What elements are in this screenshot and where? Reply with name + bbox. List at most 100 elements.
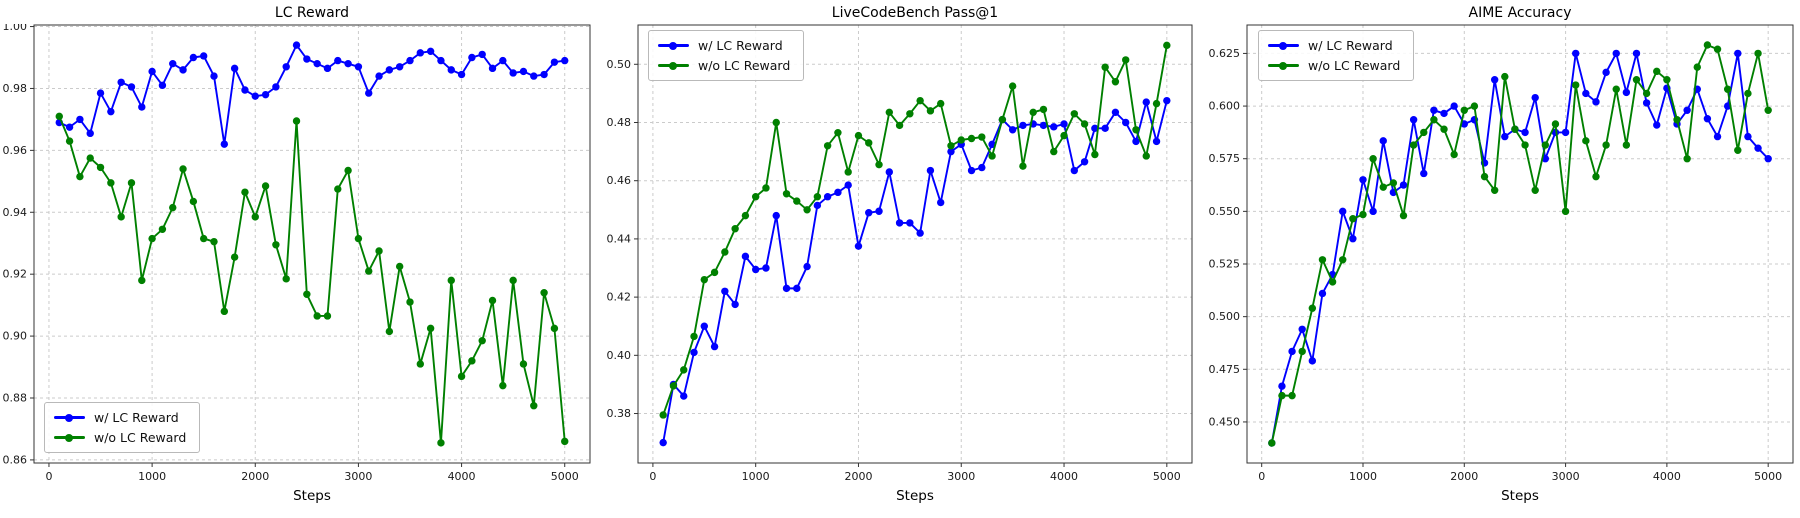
plot-border — [33, 24, 591, 464]
data-point-without-lc-reward — [1734, 146, 1742, 154]
data-point-without-lc-reward — [1308, 304, 1317, 312]
data-point-with-lc-reward — [1521, 128, 1529, 137]
data-point-without-lc-reward — [1008, 82, 1017, 90]
data-point-without-lc-reward — [1101, 63, 1109, 71]
data-point-without-lc-reward — [354, 234, 363, 243]
line-marker-swatch — [54, 413, 85, 422]
line-marker-swatch — [1268, 61, 1299, 70]
data-point-with-lc-reward — [741, 252, 750, 261]
data-point-with-lc-reward — [519, 67, 528, 76]
data-point-without-lc-reward — [561, 437, 569, 446]
data-point-without-lc-reward — [261, 182, 270, 190]
data-point-without-lc-reward — [1653, 67, 1661, 76]
y-tick-label: 0.450 — [1209, 415, 1241, 428]
data-point-without-lc-reward — [179, 165, 187, 173]
data-point-with-lc-reward — [1019, 121, 1027, 130]
data-point-without-lc-reward — [1298, 347, 1306, 356]
data-point-without-lc-reward — [210, 237, 218, 246]
data-point-without-lc-reward — [1420, 128, 1428, 137]
data-point-with-lc-reward — [478, 50, 486, 59]
data-point-without-lc-reward — [1531, 186, 1539, 195]
data-point-without-lc-reward — [926, 107, 935, 115]
data-point-with-lc-reward — [210, 72, 218, 80]
legend: w/ LC Reward w/o LC Reward — [1258, 30, 1415, 81]
data-point-without-lc-reward — [395, 262, 404, 271]
data-point-without-lc-reward — [1163, 41, 1171, 50]
data-point-with-lc-reward — [96, 89, 105, 97]
data-point-without-lc-reward — [1359, 210, 1367, 219]
data-point-with-lc-reward — [782, 284, 791, 293]
data-point-with-lc-reward — [344, 59, 352, 68]
data-point-with-lc-reward — [659, 438, 667, 447]
data-point-without-lc-reward — [313, 312, 321, 320]
x-tick-label: 5000 — [551, 470, 579, 483]
x-tick-label: 1000 — [1349, 470, 1377, 483]
x-tick-label: 5000 — [1754, 470, 1782, 483]
data-point-with-lc-reward — [437, 56, 445, 65]
y-tick-label: 0.92 — [3, 268, 28, 281]
legend-label: w/o LC Reward — [1308, 58, 1401, 73]
data-point-without-lc-reward — [957, 136, 965, 144]
lc-reward-plot-canvas: 0 1000 2000 3000 4000 5000 0.86 0.88 0.90 0.92 0.9… — [3, 24, 591, 483]
data-point-without-lc-reward — [1339, 256, 1347, 264]
data-point-with-lc-reward — [1703, 115, 1712, 123]
data-point-without-lc-reward — [1268, 439, 1276, 447]
data-point-with-lc-reward — [1632, 49, 1641, 58]
data-point-without-lc-reward — [803, 206, 811, 214]
data-point-with-lc-reward — [1111, 108, 1120, 117]
x-tick-label: 0 — [649, 470, 656, 483]
data-point-without-lc-reward — [1744, 89, 1752, 98]
data-point-without-lc-reward — [282, 275, 290, 283]
data-point-without-lc-reward — [1278, 391, 1286, 400]
data-point-with-lc-reward — [854, 242, 863, 250]
data-point-with-lc-reward — [875, 207, 883, 215]
data-point-without-lc-reward — [148, 234, 156, 243]
y-tick-label: 0.48 — [607, 116, 632, 129]
y-tick-label: 0.600 — [1209, 100, 1241, 113]
line-marker-swatch — [658, 61, 689, 70]
x-tick-label: 4000 — [448, 470, 476, 483]
data-point-with-lc-reward — [1582, 89, 1590, 98]
data-point-without-lc-reward — [1663, 76, 1671, 84]
x-tick-label: 2000 — [241, 470, 269, 483]
data-point-without-lc-reward — [437, 439, 445, 447]
data-point-without-lc-reward — [375, 247, 383, 255]
data-point-with-lc-reward — [1409, 116, 1418, 124]
data-point-without-lc-reward — [1703, 41, 1712, 49]
series-line-without-lc-reward — [1270, 44, 1770, 444]
data-point-with-lc-reward — [385, 66, 394, 74]
data-point-with-lc-reward — [834, 188, 842, 197]
data-point-without-lc-reward — [782, 190, 791, 198]
data-point-without-lc-reward — [1132, 126, 1140, 134]
data-point-without-lc-reward — [117, 213, 125, 221]
data-point-with-lc-reward — [488, 64, 497, 73]
data-point-with-lc-reward — [457, 70, 466, 79]
data-point-without-lc-reward — [947, 142, 955, 150]
data-point-with-lc-reward — [721, 287, 729, 295]
y-tick-label: 1.00 — [3, 24, 28, 33]
series-line-without-lc-reward — [662, 45, 1168, 416]
data-point-with-lc-reward — [395, 63, 404, 71]
data-point-with-lc-reward — [1288, 347, 1296, 356]
data-point-with-lc-reward — [1430, 106, 1438, 114]
data-point-with-lc-reward — [1070, 166, 1079, 175]
data-point-with-lc-reward — [406, 56, 414, 65]
data-point-without-lc-reward — [292, 117, 301, 125]
data-point-without-lc-reward — [1612, 85, 1620, 93]
data-point-with-lc-reward — [499, 56, 507, 65]
x-tick-label: 1000 — [742, 470, 770, 483]
data-point-with-lc-reward — [793, 284, 801, 293]
data-point-without-lc-reward — [406, 298, 414, 306]
data-point-with-lc-reward — [916, 229, 924, 237]
data-point-without-lc-reward — [1409, 141, 1418, 149]
data-point-with-lc-reward — [1612, 49, 1620, 58]
data-point-without-lc-reward — [107, 179, 115, 187]
data-point-without-lc-reward — [1450, 150, 1458, 159]
data-point-without-lc-reward — [530, 402, 538, 410]
data-point-without-lc-reward — [1349, 215, 1357, 223]
data-point-without-lc-reward — [1693, 63, 1701, 71]
data-point-with-lc-reward — [1572, 49, 1580, 58]
line-marker-swatch — [1268, 41, 1299, 50]
legend-label: w/ LC Reward — [698, 38, 783, 53]
data-point-with-lc-reward — [1683, 106, 1691, 114]
